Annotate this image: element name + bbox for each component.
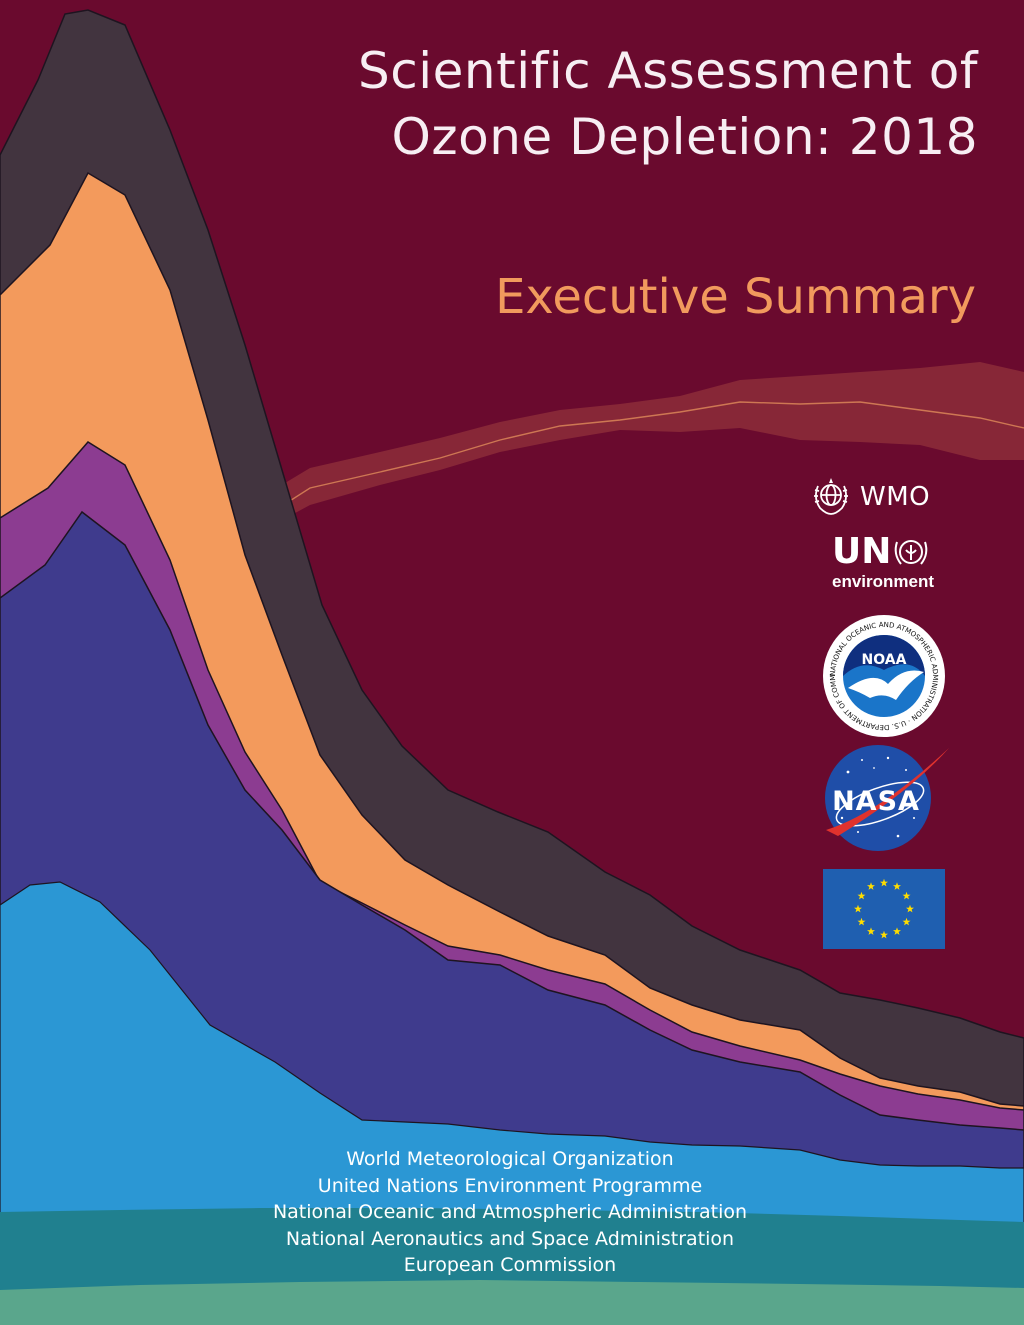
nasa-logo: NASA [818, 744, 950, 854]
agency-list: World Meteorological Organization United… [200, 1146, 820, 1279]
un-logo-subtext: environment [832, 572, 935, 591]
nasa-meatball-icon: NASA [825, 745, 949, 851]
wmo-emblem-icon [814, 478, 848, 515]
eu-star-icon [880, 930, 888, 939]
title-line-1: Scientific Assessment of [358, 42, 978, 100]
agency-item: World Meteorological Organization [346, 1148, 674, 1170]
un-environment-emblem-icon [895, 540, 928, 565]
nasa-logo-text: NASA [832, 786, 920, 817]
layer-green [0, 1280, 1024, 1325]
report-title: Scientific Assessment of Ozone Depletion… [358, 38, 978, 170]
agency-item: National Oceanic and Atmospheric Adminis… [272, 1201, 748, 1223]
report-subtitle: Executive Summary [495, 269, 976, 325]
eu-star-icon [893, 882, 901, 890]
eu-star-icon [857, 891, 866, 900]
eu-star-icon [854, 904, 862, 913]
eu-star-icon [867, 927, 875, 935]
title-line-2: Ozone Depletion: 2018 [391, 108, 978, 166]
eu-star-icon [902, 917, 911, 926]
un-environment-logo: UN environment [832, 532, 952, 598]
eu-star-icon [880, 878, 888, 887]
un-logo-text: UN [832, 531, 892, 572]
eu-star-icon [902, 891, 911, 900]
agency-item: European Commission [403, 1254, 617, 1276]
eu-logo [823, 869, 945, 949]
eu-star-icon [867, 882, 875, 890]
trend-ribbon [0, 362, 1024, 642]
eu-star-icon [893, 927, 901, 935]
agency-item: United Nations Environment Programme [317, 1174, 703, 1197]
wmo-logo: WMO [808, 474, 968, 520]
noaa-logo-text: NOAA [862, 652, 907, 668]
eu-star-icon [857, 917, 866, 926]
eu-star-icon [906, 904, 914, 913]
wmo-logo-text: WMO [860, 482, 931, 512]
eu-flag-icon [823, 869, 945, 949]
agency-item: National Aeronautics and Space Administr… [285, 1227, 735, 1250]
noaa-logo: NOAA NATIONAL OCEANIC AND ATMOSPHERIC AD… [820, 608, 946, 738]
noaa-emblem-icon: NOAA NATIONAL OCEANIC AND ATMOSPHERIC AD… [820, 608, 945, 737]
